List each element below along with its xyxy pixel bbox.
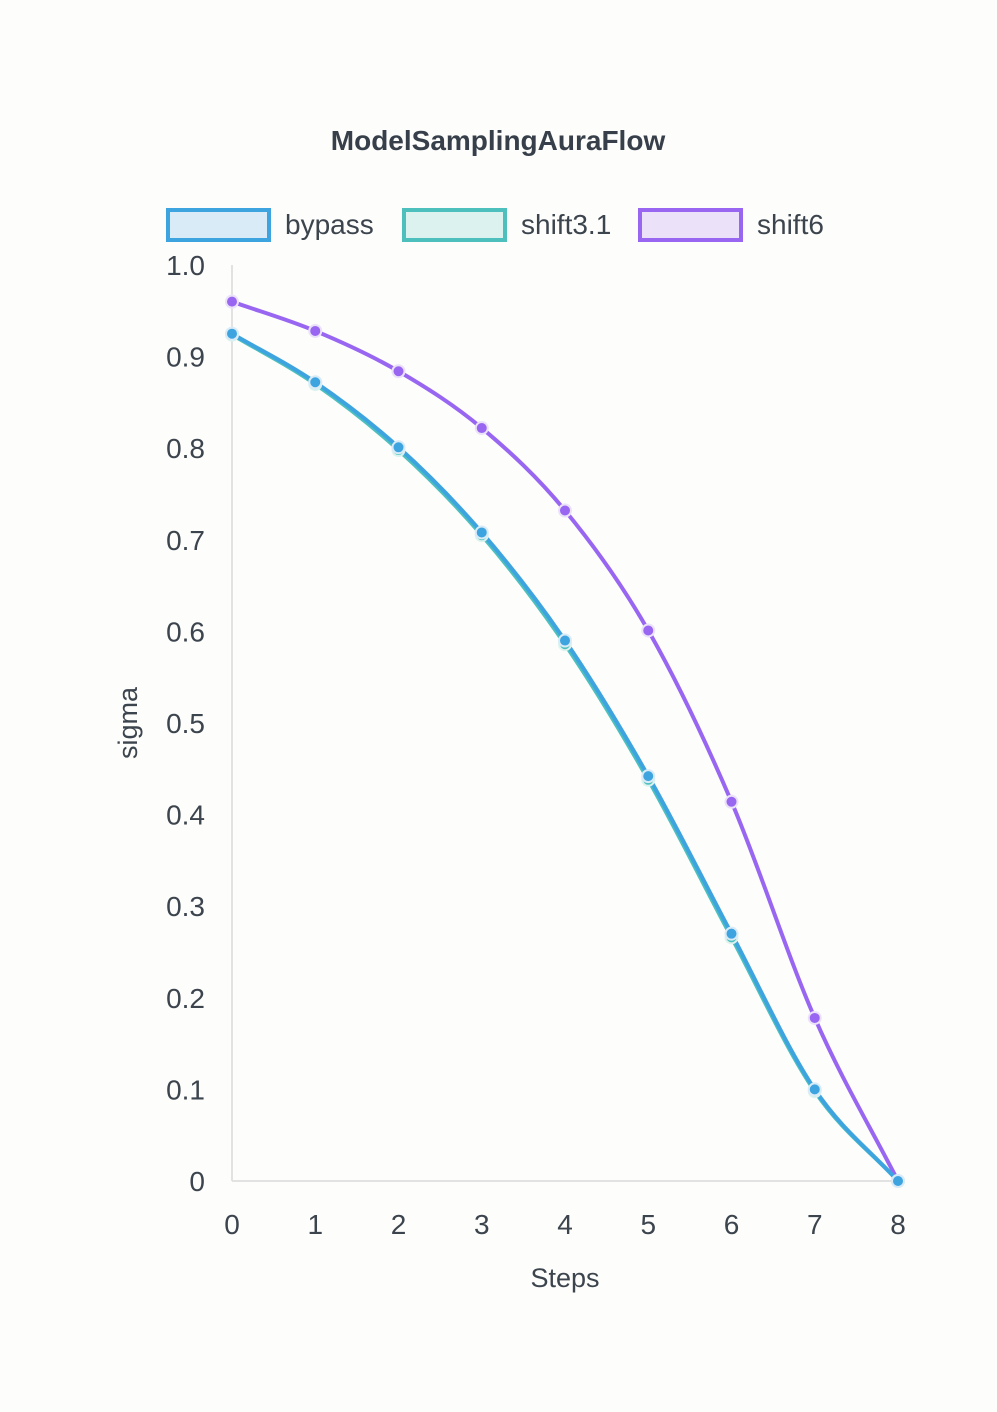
series-line-shift6 — [230, 299, 900, 1183]
data-point-bypass[interactable] — [225, 326, 239, 341]
series-line-bypass — [230, 331, 900, 1183]
data-point-bypass[interactable] — [391, 440, 406, 455]
series-points — [225, 294, 905, 1188]
y-tick-label: 0.4 — [166, 800, 205, 831]
data-point-bypass[interactable] — [891, 1174, 905, 1188]
y-tick-label: 0.5 — [166, 708, 205, 739]
data-point-bypass[interactable] — [308, 375, 323, 390]
series-lines — [230, 299, 900, 1183]
legend-label-shift6: shift6 — [757, 209, 824, 240]
y-tick-label: 0.9 — [166, 342, 205, 373]
data-point-bypass[interactable] — [474, 525, 489, 540]
legend: bypass shift3.1 shift6 — [166, 208, 824, 242]
data-point-shift6[interactable] — [558, 503, 572, 518]
series-line-shift3.1 — [230, 332, 900, 1183]
x-tick-labels: 0 1 2 3 4 5 6 7 8 — [224, 1209, 906, 1240]
y-tick-label: 0.6 — [166, 616, 205, 647]
data-point-shift6[interactable] — [308, 323, 323, 338]
chart-title: ModelSamplingAuraFlow — [331, 125, 666, 156]
x-tick-label: 1 — [307, 1209, 323, 1240]
x-tick-label: 0 — [224, 1209, 240, 1240]
y-axis-label: sigma — [113, 686, 143, 759]
data-point-bypass[interactable] — [558, 633, 572, 648]
y-tick-label: 0.3 — [166, 891, 205, 922]
x-tick-label: 5 — [640, 1209, 656, 1240]
x-tick-label: 7 — [807, 1209, 823, 1240]
data-point-shift6[interactable] — [225, 294, 239, 309]
y-tick-labels: 0 0.1 0.2 0.3 0.4 0.5 0.6 0.7 0.8 0.9 1.0 — [166, 250, 205, 1197]
data-point-bypass[interactable] — [807, 1082, 822, 1097]
legend-swatch-bypass — [166, 208, 271, 242]
data-point-shift6[interactable] — [724, 794, 739, 809]
legend-swatch-shift6 — [638, 208, 743, 242]
y-tick-label: 0 — [189, 1166, 205, 1197]
legend-label-bypass: bypass — [285, 209, 374, 240]
y-tick-label: 0.8 — [166, 433, 205, 464]
x-tick-label: 8 — [890, 1209, 906, 1240]
x-tick-label: 6 — [724, 1209, 740, 1240]
data-point-shift6[interactable] — [641, 623, 656, 638]
data-point-shift6[interactable] — [807, 1010, 822, 1025]
x-tick-label: 4 — [557, 1209, 573, 1240]
y-tick-label: 0.7 — [166, 525, 205, 556]
data-point-bypass[interactable] — [724, 926, 739, 941]
x-tick-label: 3 — [474, 1209, 490, 1240]
data-point-shift6[interactable] — [474, 421, 489, 436]
legend-label-shift3.1: shift3.1 — [521, 209, 611, 240]
x-axis-label: Steps — [530, 1263, 599, 1293]
y-tick-label: 0.2 — [166, 983, 205, 1014]
data-point-shift6[interactable] — [391, 364, 406, 379]
y-tick-label: 1.0 — [166, 250, 205, 281]
legend-swatch-shift3.1 — [402, 208, 507, 242]
x-tick-label: 2 — [391, 1209, 407, 1240]
y-tick-label: 0.1 — [166, 1074, 205, 1105]
data-point-bypass[interactable] — [641, 769, 656, 784]
